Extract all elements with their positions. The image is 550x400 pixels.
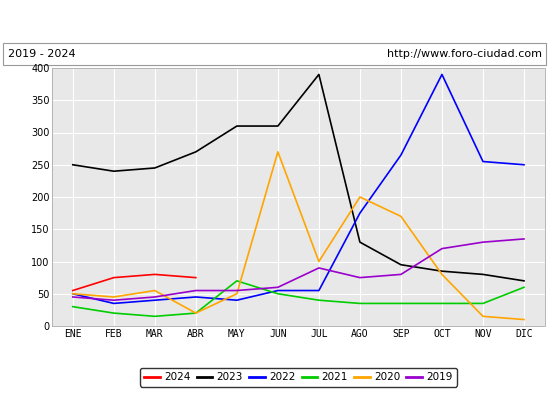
Text: http://www.foro-ciudad.com: http://www.foro-ciudad.com xyxy=(387,49,542,59)
FancyBboxPatch shape xyxy=(3,43,546,65)
Text: Evolucion Nº Turistas Nacionales en el municipio de Alesón: Evolucion Nº Turistas Nacionales en el m… xyxy=(59,13,491,29)
Legend: 2024, 2023, 2022, 2021, 2020, 2019: 2024, 2023, 2022, 2021, 2020, 2019 xyxy=(140,368,456,386)
Text: 2019 - 2024: 2019 - 2024 xyxy=(8,49,76,59)
